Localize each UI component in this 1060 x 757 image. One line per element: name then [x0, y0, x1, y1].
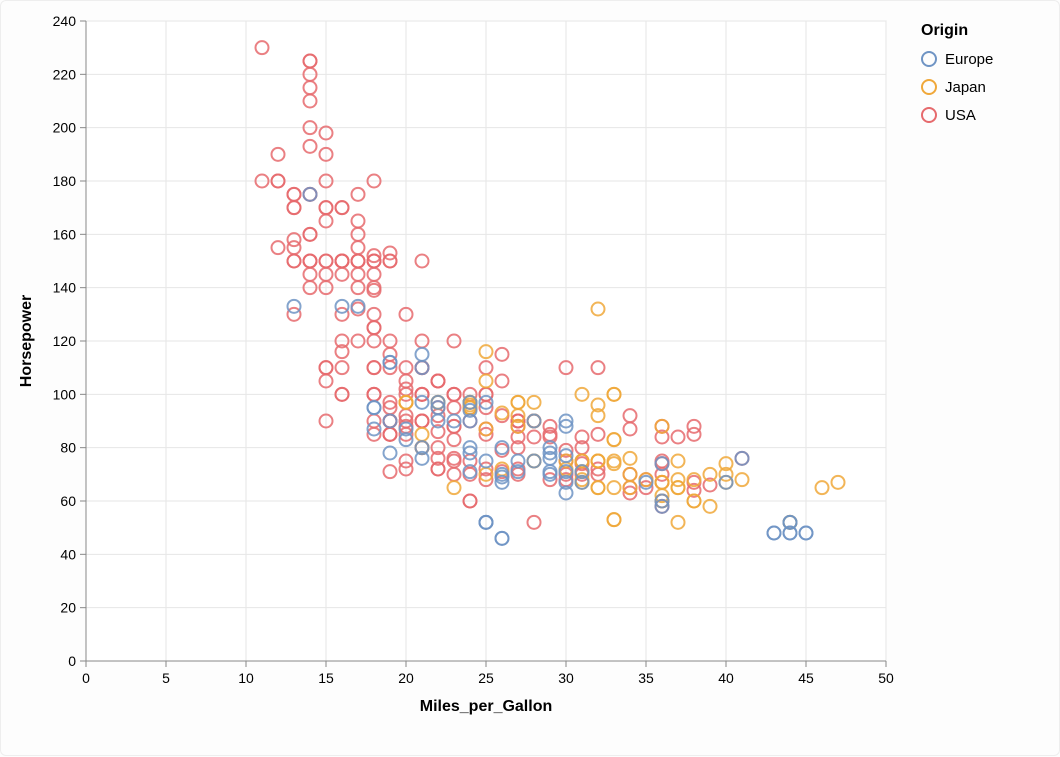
tick-label-x: 10	[238, 670, 254, 686]
tick-label-y: 40	[60, 546, 76, 562]
tick-label-y: 180	[53, 173, 77, 189]
legend-swatch	[922, 80, 936, 94]
tick-label-y: 140	[53, 280, 77, 296]
y-axis-label: Horsepower	[18, 295, 35, 387]
legend-swatch	[922, 52, 936, 66]
tick-label-y: 100	[53, 386, 77, 402]
tick-label-y: 120	[53, 333, 77, 349]
tick-label-y: 80	[60, 440, 76, 456]
tick-label-x: 25	[478, 670, 494, 686]
tick-label-x: 30	[558, 670, 574, 686]
legend-swatch	[922, 108, 936, 122]
x-axis-label: Miles_per_Gallon	[420, 698, 553, 715]
tick-label-x: 35	[638, 670, 654, 686]
tick-label-x: 50	[878, 670, 894, 686]
legend-label: Europe	[945, 51, 993, 68]
tick-label-y: 200	[53, 120, 77, 136]
tick-label-y: 220	[53, 66, 77, 82]
tick-label-y: 160	[53, 226, 77, 242]
tick-label-y: 0	[68, 653, 76, 669]
legend-label: Japan	[945, 79, 986, 96]
tick-label-y: 240	[53, 13, 77, 29]
scatter-chart: 0 5 10 15 20 25 30 35 40 45 50 0 20 40 60 80 100 120 140 16…	[1, 1, 1060, 757]
tick-label-x: 45	[798, 670, 814, 686]
tick-label-x: 5	[162, 670, 170, 686]
tick-label-y: 20	[60, 600, 76, 616]
tick-label-x: 15	[318, 670, 334, 686]
legend-label: USA	[945, 107, 976, 124]
tick-label-x: 20	[398, 670, 414, 686]
chart-frame: 0 5 10 15 20 25 30 35 40 45 50 0 20 40 60 80 100 120 140 16…	[0, 0, 1060, 756]
tick-label-x: 0	[82, 670, 90, 686]
tick-label-x: 40	[718, 670, 734, 686]
tick-label-y: 60	[60, 493, 76, 509]
legend-title: Origin	[921, 22, 968, 39]
